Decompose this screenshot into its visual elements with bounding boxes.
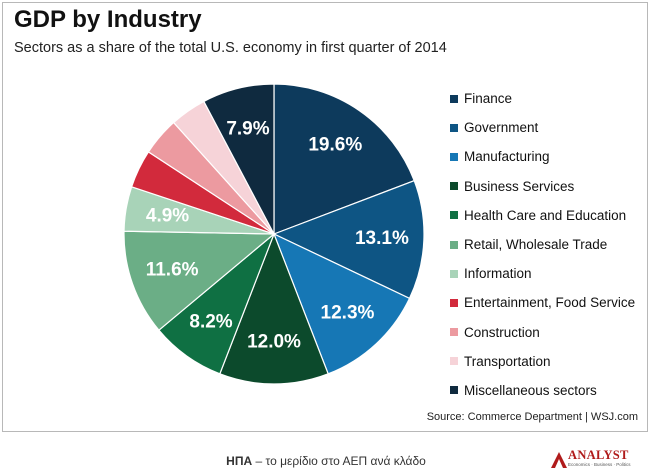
legend-item: Retail, Wholesale Trade xyxy=(450,230,635,259)
pie-data-label: 11.6% xyxy=(146,259,199,280)
pie-slice-manufacturing xyxy=(272,232,411,375)
pie-slice-miscellaneous-sectors xyxy=(203,83,275,235)
legend-item: Miscellaneous sectors xyxy=(450,376,635,405)
legend-label: Government xyxy=(464,120,539,136)
legend-label: Construction xyxy=(464,324,540,340)
legend-label: Transportation xyxy=(464,353,551,369)
caption-text: – το μερίδιο στο ΑΕΠ ανά κλάδο xyxy=(252,454,426,468)
logo-tagline: Economics · Business · Politics xyxy=(568,462,631,467)
pie-data-label: 19.6% xyxy=(308,135,362,156)
legend-item: Information xyxy=(450,259,635,288)
legend-item: Entertainment, Food Service xyxy=(450,288,635,317)
legend-swatch xyxy=(450,240,458,249)
pie-slice-finance xyxy=(273,83,415,235)
pie-data-label: 13.1% xyxy=(355,228,409,249)
legend-item: Government xyxy=(450,113,635,142)
legend-item: Business Services xyxy=(450,172,635,201)
legend-item: Health Care and Education xyxy=(450,201,635,230)
pie-slice-business-services xyxy=(219,232,329,385)
pie-slice-retail-wholesale-trade xyxy=(123,230,276,332)
pie-data-label: 12.3% xyxy=(321,303,375,324)
legend-item: Finance xyxy=(450,84,635,113)
legend-label: Manufacturing xyxy=(464,149,550,165)
analyst-logo: ANALYST Economics · Business · Politics xyxy=(548,448,634,472)
chart-subtitle: Sectors as a share of the total U.S. eco… xyxy=(14,40,447,56)
legend-swatch xyxy=(450,269,458,278)
pie-data-label: 4.9% xyxy=(146,205,189,226)
legend-swatch xyxy=(450,328,458,337)
pie-data-label: 8.2% xyxy=(189,311,232,332)
legend-label: Entertainment, Food Service xyxy=(464,295,636,311)
legend-label: Retail, Wholesale Trade xyxy=(464,237,608,253)
pie-chart: 19.6% 13.1% 12.3% 12.0% 8.2% 11.6% 4.9% 7.9% xyxy=(123,83,425,385)
logo-mark-icon xyxy=(551,452,567,468)
figure-caption: ΗΠΑ – το μερίδιο στο ΑΕΠ ανά κλάδο xyxy=(0,454,652,468)
pie-data-label: 7.9% xyxy=(226,119,269,140)
legend-item: Construction xyxy=(450,318,635,347)
legend-swatch xyxy=(450,211,458,220)
logo-word: ANALYST xyxy=(568,448,629,462)
legend-swatch xyxy=(450,152,458,161)
legend-label: Information xyxy=(464,266,532,282)
legend-swatch xyxy=(450,123,458,132)
pie-data-label: 12.0% xyxy=(247,332,301,353)
legend-item: Manufacturing xyxy=(450,142,635,171)
legend-swatch xyxy=(450,94,458,103)
legend-label: Miscellaneous sectors xyxy=(464,382,597,398)
legend-label: Business Services xyxy=(464,178,575,194)
legend-swatch xyxy=(450,357,458,366)
legend-label: Finance xyxy=(464,91,513,107)
pie-slice-government xyxy=(272,179,425,300)
legend-swatch xyxy=(450,298,458,307)
legend-swatch xyxy=(450,182,458,191)
source-note: Source: Commerce Department | WSJ.com xyxy=(426,411,638,423)
legend-item: Transportation xyxy=(450,347,635,376)
legend-label: Health Care and Education xyxy=(464,207,627,223)
legend-swatch xyxy=(450,386,458,395)
chart-legend: Finance Government Manufacturing Business S… xyxy=(450,84,635,405)
caption-bold: ΗΠΑ xyxy=(226,454,253,468)
chart-title: GDP by Industry xyxy=(14,6,202,33)
